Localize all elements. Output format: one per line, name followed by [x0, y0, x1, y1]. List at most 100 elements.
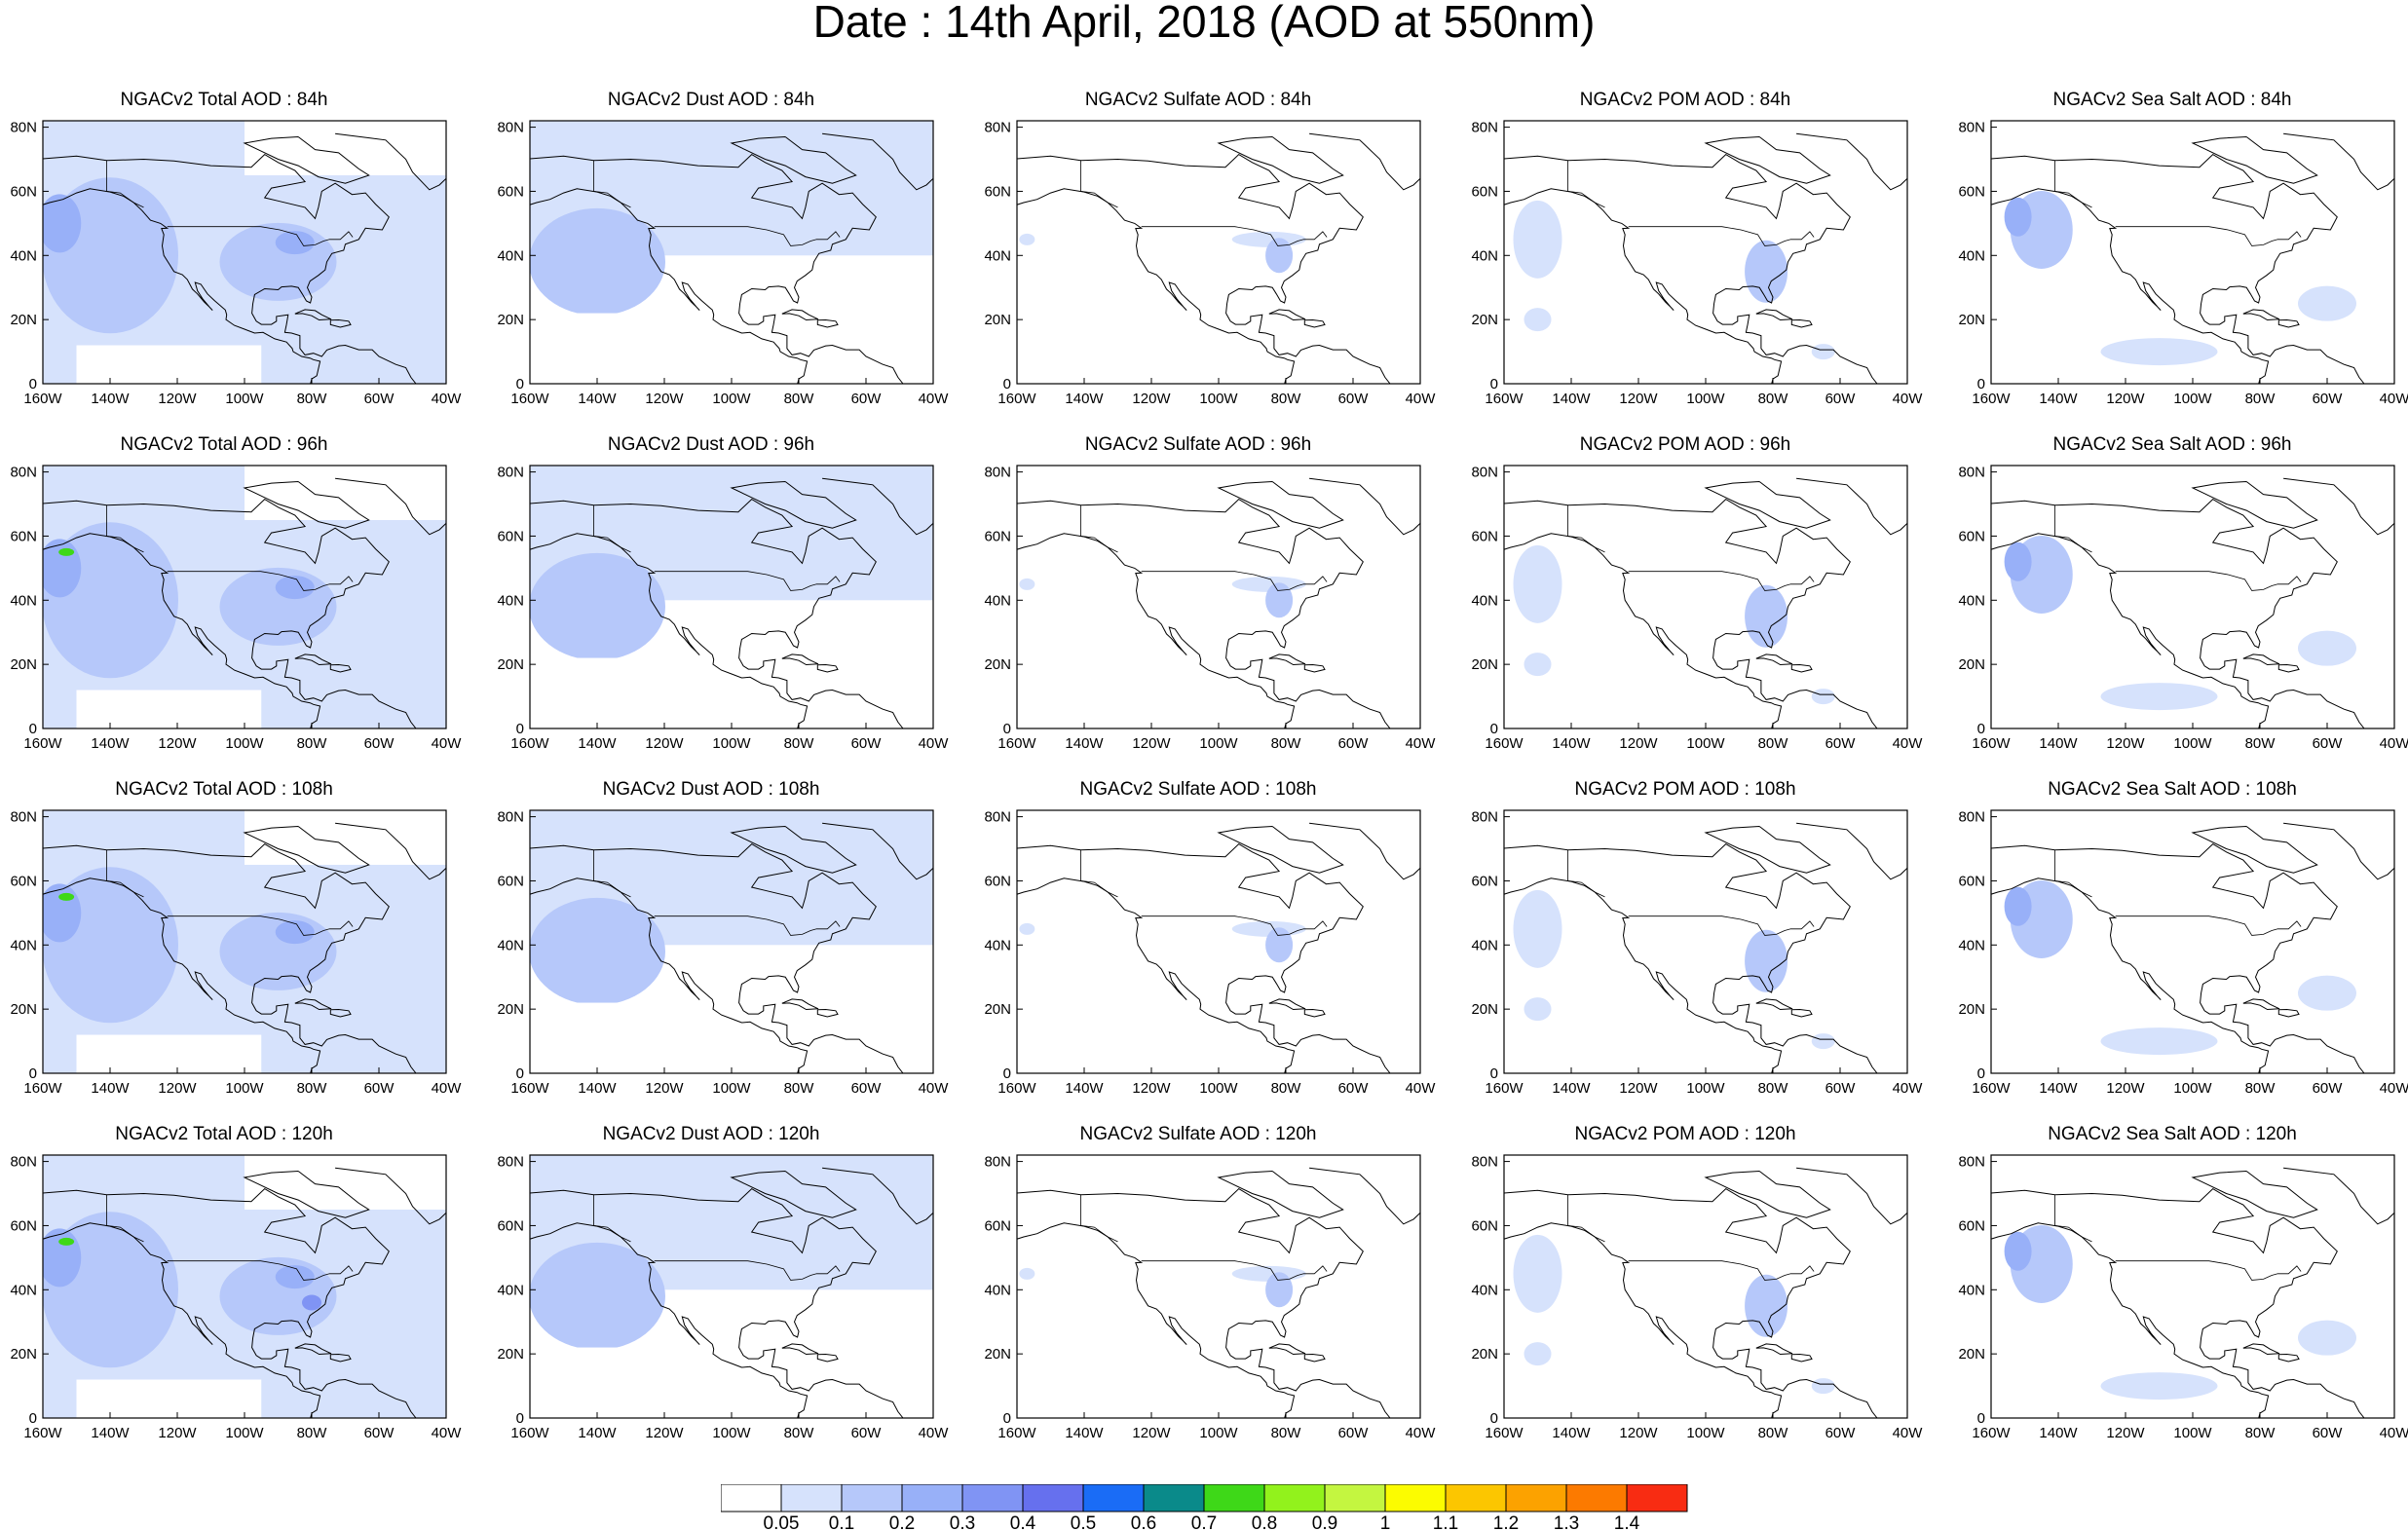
lon-tick-label: 40W — [1893, 1425, 1924, 1441]
lat-tick-label: 80N — [984, 809, 1011, 826]
lon-tick-label: 40W — [1406, 1425, 1437, 1441]
country-border — [1628, 571, 1815, 591]
lat-tick-label: 20N — [984, 1001, 1011, 1018]
country-border — [1567, 504, 1605, 553]
dust-clear-region — [530, 313, 664, 384]
lat-tick-label: 60N — [1471, 528, 1498, 544]
coastline — [1704, 1171, 1831, 1218]
map-panel: NGACv2 Dust AOD : 108h 0 20N 40N 60N 80N 160W 1… — [487, 779, 949, 1097]
coastline — [2242, 1343, 2280, 1356]
lon-tick-label: 80W — [297, 391, 328, 407]
coastline — [43, 533, 321, 728]
sulfate-field — [1265, 238, 1294, 274]
coastline — [730, 826, 857, 874]
coastline — [43, 498, 417, 728]
lon-tick-label: 40W — [919, 391, 950, 407]
seasalt-field — [2100, 1027, 2218, 1056]
lon-tick-label: 160W — [1485, 1425, 1524, 1441]
lon-tick-label: 160W — [510, 735, 549, 752]
colorbar-label: 1 — [1380, 1513, 1391, 1531]
pom-field — [1513, 544, 1562, 623]
coastline — [243, 1171, 370, 1218]
lon-tick-label: 80W — [784, 391, 815, 407]
coastline — [1704, 481, 1831, 529]
country-border — [167, 915, 354, 936]
seasalt-field — [2100, 1372, 2218, 1400]
lat-tick-label: 0 — [29, 1065, 37, 1082]
coastline — [1991, 1187, 2365, 1418]
coastline — [2277, 663, 2300, 673]
coastline — [816, 663, 839, 673]
lon-tick-label: 100W — [1199, 735, 1238, 752]
panel-title: NGACv2 Dust AOD : 108h — [602, 779, 820, 800]
lat-tick-label: 40N — [1471, 937, 1498, 953]
lat-tick-label: 60N — [1471, 183, 1498, 200]
lat-tick-label: 0 — [29, 721, 37, 737]
sulfate-field — [1265, 927, 1294, 963]
map-panel: NGACv2 Total AOD : 120h 0 20N 40N 60N 80N 160W… — [0, 1124, 462, 1441]
coastline — [43, 1222, 321, 1418]
lat-tick-label: 80N — [1471, 120, 1498, 136]
country-border — [1567, 849, 1605, 898]
coastline — [1217, 826, 1344, 874]
sulfate-field — [1019, 1267, 1035, 1280]
coastline — [2242, 309, 2280, 321]
lon-tick-label: 140W — [2039, 735, 2078, 752]
aod-field — [43, 539, 82, 598]
lat-tick-label: 20N — [1958, 1346, 1985, 1363]
lat-tick-label: 40N — [497, 1282, 524, 1298]
lon-tick-label: 40W — [432, 1080, 463, 1097]
seasalt-field — [2004, 197, 2032, 237]
colorbar-label: 1.4 — [1614, 1513, 1640, 1531]
map-plot: 0 20N 40N 60N 80N 160W 140W 120W 100W 80W 60W 40W — [1958, 1154, 2408, 1441]
map-content — [530, 466, 933, 728]
lat-tick-label: 20N — [497, 312, 524, 328]
coastline — [1268, 998, 1306, 1011]
map-content — [43, 121, 446, 384]
aod-field — [43, 1228, 82, 1288]
map-panel: NGACv2 Sea Salt AOD : 96h 0 20N 40N 60N 80N 16… — [1948, 434, 2408, 752]
coastline — [822, 477, 933, 536]
lon-tick-label: 160W — [997, 1080, 1036, 1097]
country-border — [1628, 1260, 1815, 1281]
map-plot: 0 20N 40N 60N 80N 160W 140W 120W 100W 80W 60W 40W — [497, 120, 949, 407]
coastline — [730, 481, 857, 529]
lon-tick-label: 120W — [645, 391, 684, 407]
lon-tick-label: 60W — [2313, 735, 2344, 752]
lat-tick-label: 60N — [984, 1217, 1011, 1234]
map-panel: NGACv2 Sulfate AOD : 108h 0 20N 40N 60N 80N 16… — [974, 779, 1436, 1097]
lon-tick-label: 60W — [2313, 1425, 2344, 1441]
lat-tick-label: 40N — [1958, 592, 1985, 609]
aod-field — [275, 1265, 315, 1289]
coastline — [1217, 1171, 1344, 1218]
lat-tick-label: 40N — [984, 247, 1011, 264]
panel-title: NGACv2 Total AOD : 120h — [115, 1124, 333, 1144]
lon-tick-label: 100W — [1686, 735, 1725, 752]
coastline — [43, 153, 417, 384]
lon-tick-label: 140W — [91, 391, 130, 407]
panel-title: NGACv2 Dust AOD : 84h — [607, 90, 815, 110]
panel-title: NGACv2 Sulfate AOD : 120h — [1079, 1124, 1317, 1144]
map-content — [1504, 132, 1907, 384]
coastline — [2191, 826, 2318, 874]
lat-tick-label: 60N — [984, 528, 1011, 544]
figure-title: Date : 14th April, 2018 (AOD at 550nm) — [812, 0, 1596, 47]
coastline — [781, 998, 819, 1011]
aod-hotspot — [58, 547, 75, 556]
lon-tick-label: 140W — [1065, 735, 1104, 752]
lon-tick-label: 40W — [2380, 1425, 2408, 1441]
lon-tick-label: 120W — [158, 735, 197, 752]
coastline — [2191, 481, 2318, 529]
coastline — [243, 136, 370, 184]
lat-tick-label: 0 — [1003, 376, 1011, 392]
coastline — [329, 663, 352, 673]
pom-field — [1524, 997, 1552, 1022]
lon-tick-label: 40W — [919, 735, 950, 752]
lon-tick-label: 100W — [1686, 391, 1725, 407]
lon-tick-label: 60W — [1338, 1425, 1370, 1441]
lon-tick-label: 160W — [23, 735, 62, 752]
lon-tick-label: 80W — [1271, 735, 1302, 752]
map-content — [530, 1155, 933, 1418]
lon-tick-label: 160W — [997, 391, 1036, 407]
lon-tick-label: 120W — [1132, 1080, 1171, 1097]
